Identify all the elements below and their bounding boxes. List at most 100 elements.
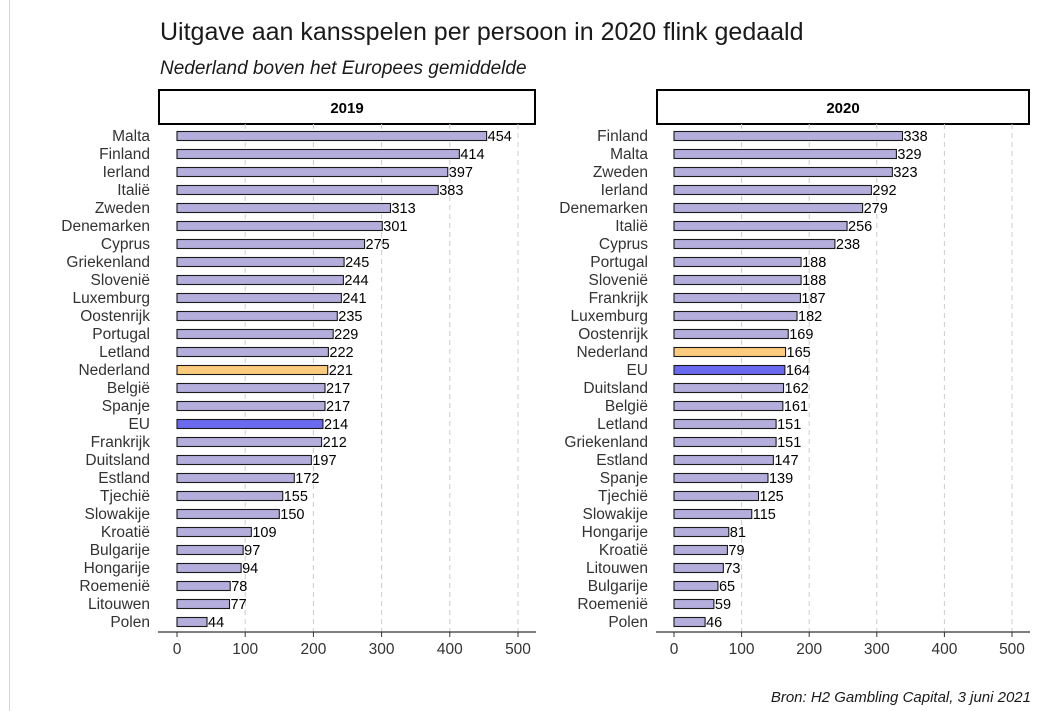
x-tick-label: 100 bbox=[232, 641, 258, 658]
value-label: 139 bbox=[769, 471, 793, 487]
bar-luxemburg bbox=[176, 292, 342, 304]
bar-hongarije bbox=[176, 562, 242, 574]
category-label: Letland bbox=[99, 344, 150, 361]
bar-polen bbox=[673, 616, 706, 628]
value-label: 188 bbox=[802, 273, 826, 289]
bar-letland bbox=[176, 346, 329, 358]
value-label: 151 bbox=[777, 417, 801, 433]
category-label: Oostenrijk bbox=[578, 326, 648, 343]
category-label: Spanje bbox=[600, 470, 648, 487]
category-label: Hongarije bbox=[84, 560, 150, 577]
bar-duitsland bbox=[673, 382, 785, 394]
category-label: Ierland bbox=[601, 182, 648, 199]
bar-denemarken bbox=[673, 202, 864, 214]
bar-bulgarije bbox=[673, 580, 719, 592]
value-label: 97 bbox=[244, 543, 260, 559]
category-label: Denemarken bbox=[61, 218, 150, 235]
bar-polen bbox=[176, 616, 208, 628]
category-label: Kroatië bbox=[101, 524, 150, 541]
value-label: 188 bbox=[802, 255, 826, 271]
value-label: 125 bbox=[760, 489, 784, 505]
category-label: Litouwen bbox=[88, 596, 150, 613]
bar-kroatië bbox=[673, 544, 728, 556]
category-label: Malta bbox=[610, 146, 648, 163]
panel-2019: 2019 0 100 200 300 400 500 Malta 454 Finland 414 Ie… bbox=[61, 89, 536, 658]
x-tick-label: 300 bbox=[369, 641, 395, 658]
x-tick-label: 500 bbox=[999, 641, 1025, 658]
value-label: 313 bbox=[391, 201, 415, 217]
category-label: EU bbox=[128, 416, 150, 433]
value-label: 214 bbox=[324, 417, 348, 433]
category-label: België bbox=[107, 380, 150, 397]
value-label: 59 bbox=[715, 597, 731, 613]
value-label: 414 bbox=[460, 147, 484, 163]
bar-frankrijk bbox=[673, 292, 801, 304]
category-label: Italië bbox=[615, 218, 648, 235]
bar-malta bbox=[176, 130, 488, 142]
value-label: 244 bbox=[344, 273, 368, 289]
category-label: Estland bbox=[98, 470, 150, 487]
category-label: Slovenië bbox=[589, 272, 648, 289]
bar-belgië bbox=[673, 400, 784, 412]
value-label: 221 bbox=[329, 363, 353, 379]
category-label: Hongarije bbox=[582, 524, 648, 541]
value-label: 65 bbox=[719, 579, 735, 595]
value-label: 279 bbox=[864, 201, 888, 217]
value-label: 187 bbox=[801, 291, 825, 307]
panel-strip bbox=[656, 89, 1030, 125]
category-label: Slovenië bbox=[91, 272, 150, 289]
bar-zweden bbox=[176, 202, 392, 214]
bar-ierland bbox=[176, 166, 449, 178]
bar-slowakije bbox=[673, 508, 753, 520]
bar-tjechië bbox=[176, 490, 284, 502]
category-label: EU bbox=[626, 362, 648, 379]
bar-belgië bbox=[176, 382, 326, 394]
category-label: Malta bbox=[112, 128, 150, 145]
category-label: Luxemburg bbox=[72, 290, 150, 307]
category-label: Portugal bbox=[92, 326, 150, 343]
value-label: 78 bbox=[231, 579, 247, 595]
value-label: 164 bbox=[786, 363, 810, 379]
value-label: 79 bbox=[728, 543, 744, 559]
bar-denemarken bbox=[176, 220, 383, 232]
category-label: Litouwen bbox=[586, 560, 648, 577]
bar-litouwen bbox=[176, 598, 231, 610]
category-label: Bulgarije bbox=[90, 542, 150, 559]
value-label: 165 bbox=[787, 345, 811, 361]
value-label: 81 bbox=[730, 525, 746, 541]
value-label: 197 bbox=[312, 453, 336, 469]
value-label: 147 bbox=[774, 453, 798, 469]
category-label: Oostenrijk bbox=[80, 308, 150, 325]
bar-griekenland bbox=[176, 256, 345, 268]
category-label: Spanje bbox=[102, 398, 150, 415]
bar-letland bbox=[673, 418, 777, 430]
panel-2020: 2020 0 100 200 300 400 500 Finland 338 Malta 329 Zw… bbox=[559, 89, 1030, 658]
x-tick-label: 200 bbox=[300, 641, 326, 658]
chart-title: Uitgave aan kansspelen per persoon in 20… bbox=[160, 18, 804, 46]
bar-finland bbox=[673, 130, 904, 142]
bar-eu bbox=[176, 418, 324, 430]
panel-strip-label: 2019 bbox=[330, 100, 363, 117]
value-label: 155 bbox=[284, 489, 308, 505]
value-label: 235 bbox=[338, 309, 362, 325]
category-label: Ierland bbox=[103, 164, 150, 181]
value-label: 73 bbox=[724, 561, 740, 577]
value-label: 301 bbox=[383, 219, 407, 235]
bar-spanje bbox=[176, 400, 326, 412]
value-label: 275 bbox=[366, 237, 390, 253]
category-label: Duitsland bbox=[583, 380, 648, 397]
category-label: Duitsland bbox=[85, 452, 150, 469]
x-tick-label: 0 bbox=[670, 641, 679, 658]
bar-estland bbox=[176, 472, 295, 484]
bar-duitsland bbox=[176, 454, 312, 466]
bar-portugal bbox=[673, 256, 802, 268]
value-label: 245 bbox=[345, 255, 369, 271]
value-label: 94 bbox=[242, 561, 258, 577]
bar-roemenië bbox=[176, 580, 231, 592]
value-label: 77 bbox=[231, 597, 247, 613]
category-label: Nederland bbox=[78, 362, 150, 379]
category-label: Kroatië bbox=[599, 542, 648, 559]
value-label: 323 bbox=[893, 165, 917, 181]
category-label: Luxemburg bbox=[570, 308, 648, 325]
